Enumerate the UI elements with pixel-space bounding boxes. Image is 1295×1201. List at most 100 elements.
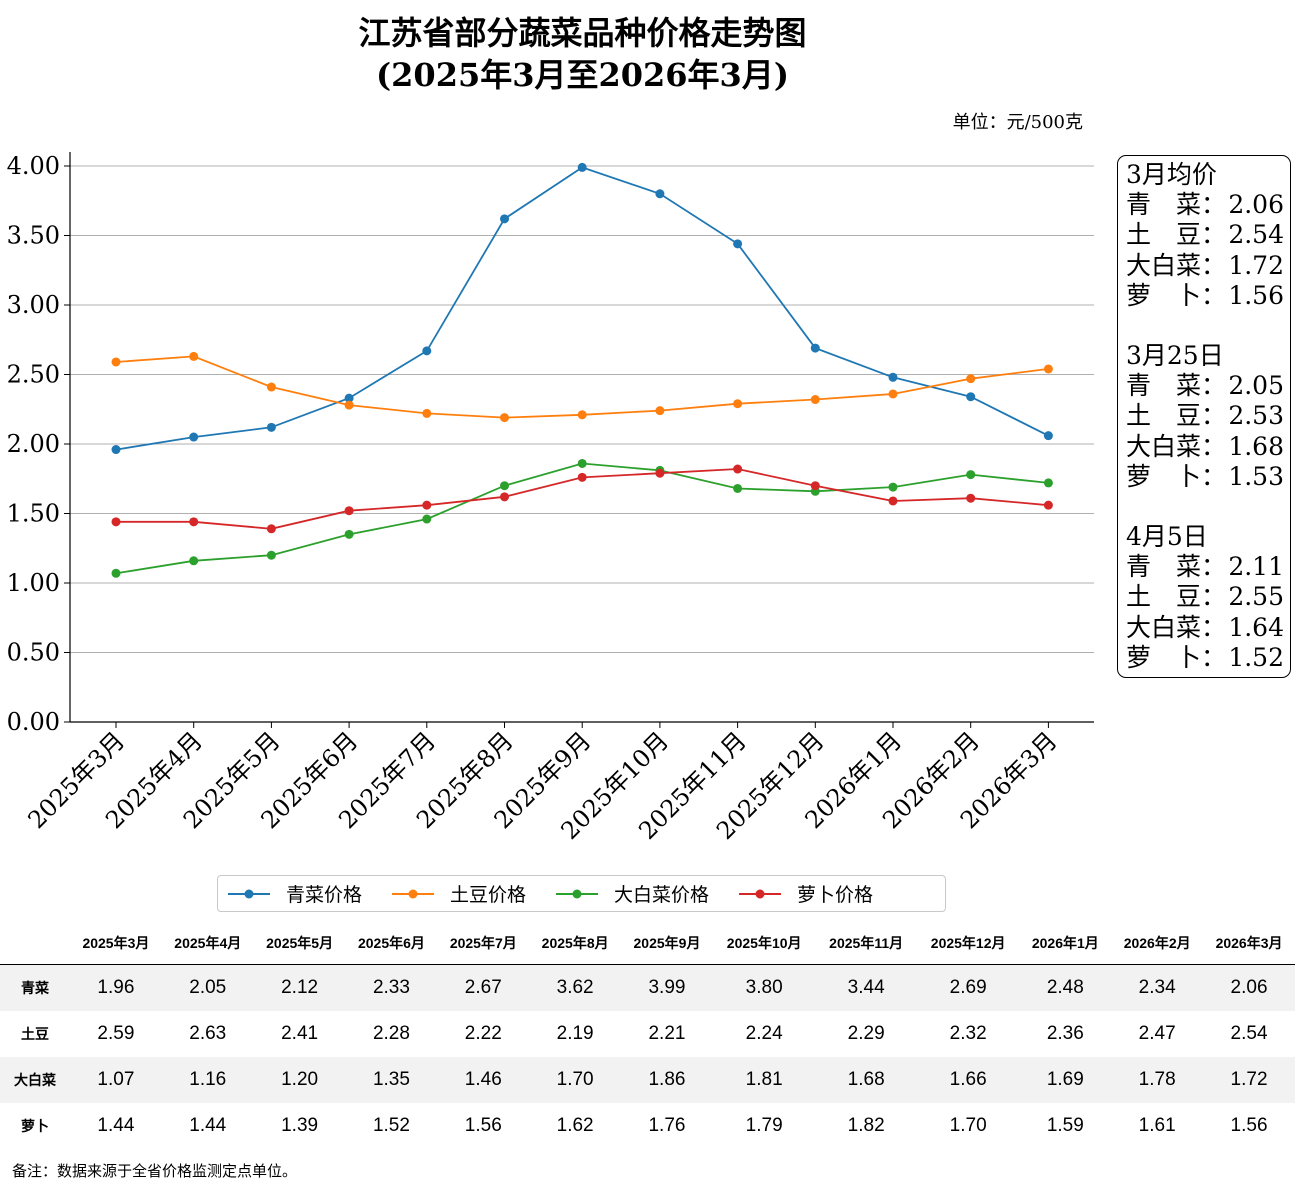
summary-value: 2.55	[1228, 582, 1284, 612]
table-cell: 2.24	[745, 1023, 783, 1044]
data-point	[266, 422, 276, 432]
summary-label: 大白菜：	[1126, 612, 1227, 642]
table-row: 萝卜 1.44 1.44 1.39 1.52 1.56 1.62 1.76 1.79 1.82 1.…	[0, 1103, 1295, 1149]
data-point	[810, 481, 820, 491]
data-point	[655, 189, 665, 199]
y-tick-label: 0.00	[7, 708, 60, 736]
summary-row: 大白菜： 1.64	[1126, 613, 1284, 643]
table-cell: 1.56	[1230, 1115, 1268, 1136]
table-row: 大白菜 1.07 1.16 1.20 1.35 1.46 1.70 1.86 1.81 1.68 1…	[0, 1057, 1295, 1103]
data-point	[577, 472, 587, 482]
legend-item: 萝卜价格	[737, 880, 873, 907]
data-point	[810, 343, 820, 353]
table-cell: 1.82	[847, 1115, 885, 1136]
table-column-header: 2025年11月	[815, 922, 917, 965]
data-point	[1043, 500, 1053, 510]
data-point	[1043, 431, 1053, 441]
summary-block: 3月25日青 菜： 2.05 土 豆： 2.53 大白菜： 1.68 萝 卜： 1.53	[1126, 341, 1284, 492]
summary-value: 1.52	[1228, 642, 1284, 672]
legend-marker-icon	[556, 889, 599, 898]
table-cell: 1.61	[1138, 1115, 1176, 1136]
table-cell: 2.33	[345, 964, 438, 1011]
table-cell: 3.80	[712, 964, 816, 1011]
data-point	[810, 395, 820, 405]
summary-block: 4月5日青 菜： 2.11 土 豆： 2.55 大白菜： 1.64 萝 卜： 1.52	[1126, 522, 1284, 673]
summary-row: 土 豆： 2.54	[1126, 220, 1284, 250]
summary-value: 1.72	[1228, 250, 1284, 280]
table-cell: 2.69	[916, 964, 1020, 1011]
table-cell: 2.47	[1138, 1023, 1176, 1044]
summary-value: 2.53	[1228, 401, 1284, 431]
data-point	[1043, 364, 1053, 374]
legend-label: 青菜价格	[286, 884, 363, 906]
data-point	[655, 406, 665, 416]
summary-value: 1.53	[1228, 461, 1284, 491]
data-point	[422, 500, 432, 510]
table-cell: 1.20	[253, 1057, 346, 1103]
data-point	[733, 399, 743, 409]
summary-value: 2.11	[1228, 552, 1284, 582]
table-cell: 3.99	[621, 964, 713, 1011]
table-cell: 1.86	[621, 1057, 713, 1103]
legend-label: 萝卜价格	[797, 884, 874, 906]
legend-item: 青菜价格	[226, 880, 362, 907]
chart-subtitle: (2025年3月至2026年3月)	[376, 56, 789, 94]
table-cell: 2.54	[1230, 1023, 1268, 1044]
data-point	[344, 400, 354, 410]
table-row: 土豆 2.59 2.63 2.41 2.28 2.22 2.19 2.21 2.24 2.29 2.…	[0, 1011, 1295, 1057]
data-point	[1043, 478, 1053, 488]
table-cell: 2.05	[161, 964, 254, 1011]
data-point	[111, 357, 121, 367]
table-cell: 2.22	[464, 1023, 502, 1044]
summary-label: 大白菜：	[1126, 431, 1227, 461]
summary-block-title: 4月5日	[1126, 522, 1208, 552]
table-cell: 2.12	[253, 964, 346, 1011]
table-cell: 1.52	[372, 1115, 410, 1136]
table-cell: 2.32	[949, 1023, 987, 1044]
summary-row: 土 豆： 2.55	[1126, 582, 1284, 612]
data-point	[266, 524, 276, 534]
table-cell: 2.63	[189, 1023, 227, 1044]
summary-row: 青 菜： 2.11	[1126, 552, 1284, 582]
table-cell: 2.67	[437, 964, 530, 1011]
table-cell: 2.21	[648, 1023, 686, 1044]
table-column-header: 2025年9月	[621, 922, 713, 965]
table-cell: 2.41	[281, 1023, 319, 1044]
data-point	[189, 432, 199, 442]
data-point	[966, 374, 976, 384]
data-point	[344, 393, 354, 403]
table-column-header: 2026年3月	[1203, 922, 1295, 965]
table-cell: 1.44	[97, 1115, 135, 1136]
table-row: 青菜 1.96 2.05 2.12 2.33 2.67 3.62 3.99 3.80 3.44 2.…	[0, 964, 1295, 1011]
data-point	[111, 517, 121, 527]
table-cell: 2.36	[1046, 1023, 1084, 1044]
table-row-header: 土豆	[21, 1026, 49, 1042]
legend-marker-icon	[392, 889, 435, 898]
table-cell: 1.96	[70, 964, 162, 1011]
y-tick-label: 3.00	[7, 291, 60, 319]
table-cell: 1.76	[648, 1115, 686, 1136]
table-cell: 3.62	[529, 964, 622, 1011]
price-summary-box: 3月均价青 菜： 2.06 土 豆： 2.54 大白菜： 1.72 萝 卜： 1.56 3月25…	[1117, 155, 1291, 678]
table-cell: 1.07	[70, 1057, 162, 1103]
table-column-header: 2025年4月	[161, 922, 254, 965]
summary-label: 土 豆：	[1126, 401, 1227, 431]
legend-label: 大白菜价格	[614, 884, 710, 906]
table-column-header: 2025年12月	[916, 922, 1020, 965]
summary-value: 1.56	[1228, 280, 1284, 310]
data-point	[189, 556, 199, 566]
summary-value: 1.64	[1228, 612, 1284, 642]
y-tick-label: 2.00	[7, 430, 60, 458]
data-point	[966, 392, 976, 402]
summary-row: 青 菜： 2.06	[1126, 190, 1284, 220]
table-column-header: 2025年10月	[712, 922, 816, 965]
data-point	[655, 468, 665, 478]
data-point	[500, 214, 509, 224]
table-cell: 2.29	[847, 1023, 885, 1044]
data-point	[733, 483, 743, 493]
y-tick-label: 4.00	[7, 152, 60, 180]
summary-row: 土 豆： 2.53	[1126, 401, 1284, 431]
data-point	[888, 389, 898, 399]
table-cell: 1.78	[1111, 1057, 1204, 1103]
summary-row: 青 菜： 2.05	[1126, 371, 1284, 401]
